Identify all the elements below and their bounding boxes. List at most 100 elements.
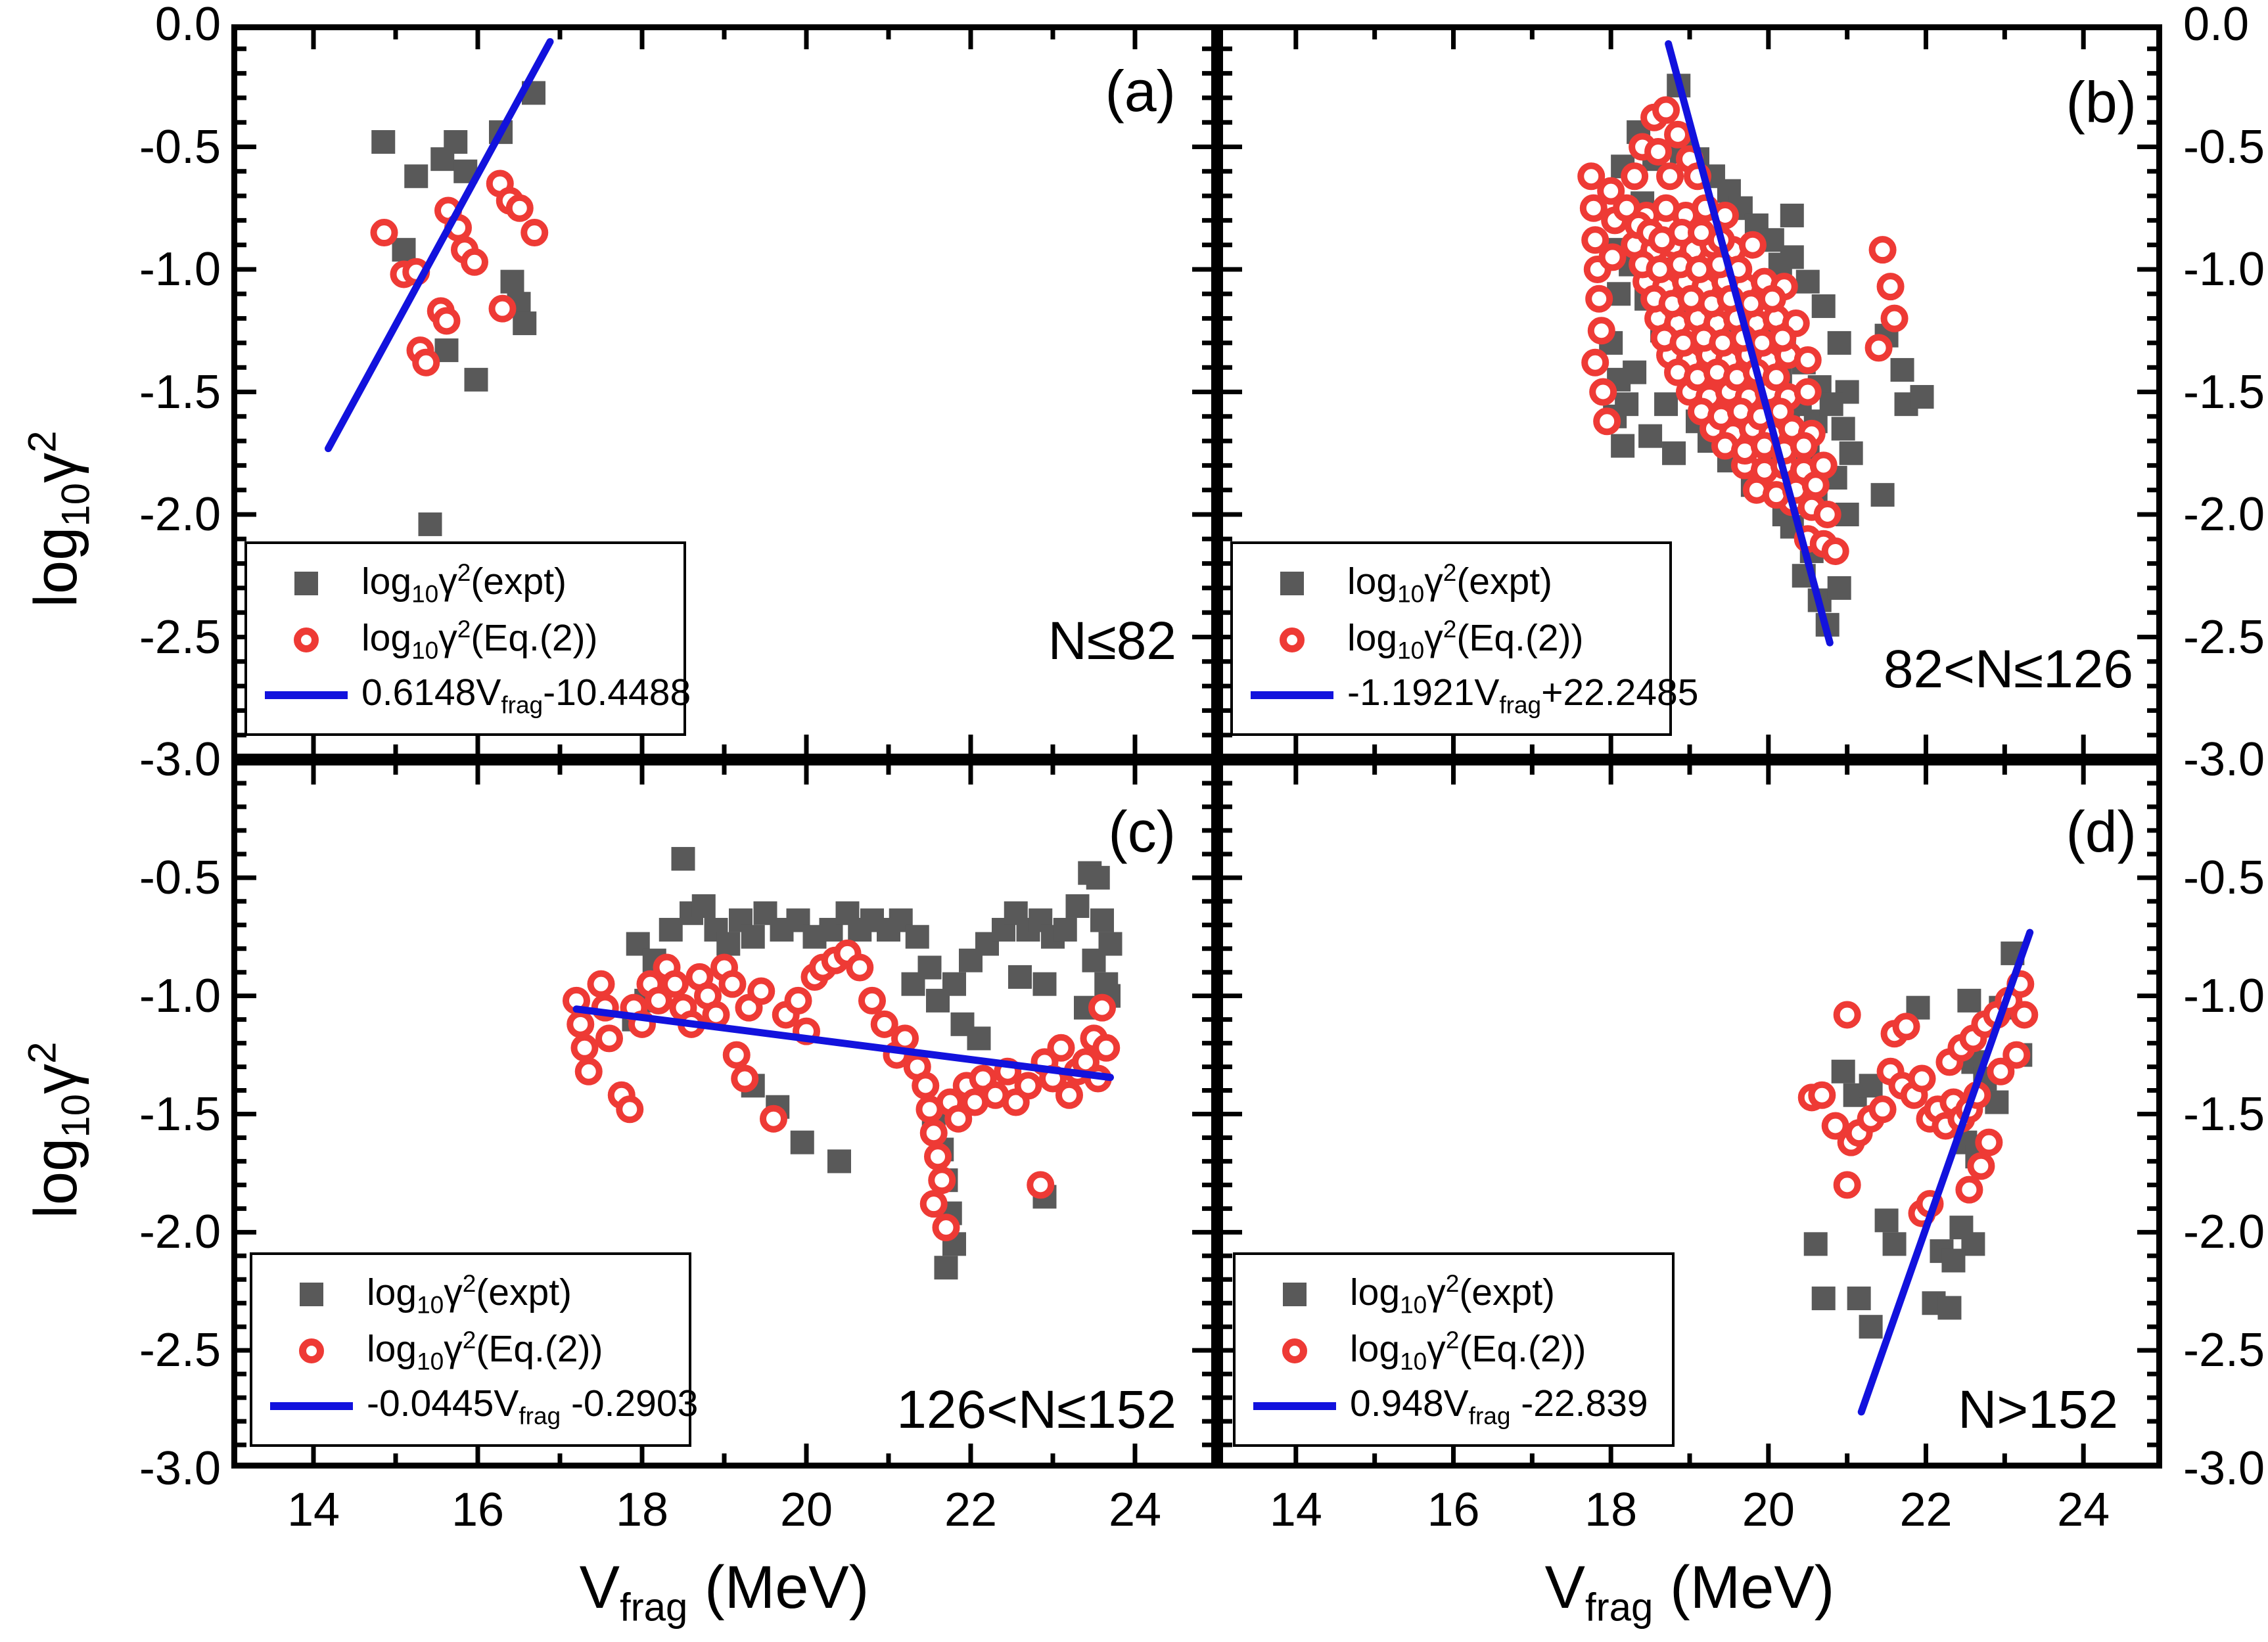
axis-ticks [234,27,1215,757]
y-axis-title-bottom: log10γ2 [20,1041,98,1219]
legend-label-expt: log10γ2(expt) [1347,559,1553,608]
legend-row-fit: -1.1921Vfrag+22.2485 [1233,673,1698,717]
eq2-circle-swatch [1282,1338,1307,1363]
legend-panel-c: log10γ2(expt) log10γ2(Eq.(2)) -0.0445Vfr… [250,1252,698,1447]
expt-square-swatch [1280,571,1304,595]
fit-line-swatch [1251,691,1333,700]
fit-line-swatch [1253,1402,1336,1411]
panel-letter-c: (c) [1108,799,1176,864]
legend-row-fit: 0.948Vfrag -22.839 [1236,1382,1672,1430]
y-tick-label-right: -0.5 [2183,120,2265,173]
x-axis-title-left: Vfrag (MeV) [579,1554,869,1630]
legend-row-expt: log10γ2(expt) [1233,560,1669,606]
expt-points [622,847,1122,1280]
fit-line [1665,40,1834,647]
legend-label-fit-equation: 0.6148Vfrag-10.4488 [361,671,691,719]
legend-row-expt: log10γ2(expt) [1236,1271,1672,1317]
legend-panel-d: log10γ2(expt) log10γ2(Eq.(2)) 0.948Vfrag… [1233,1252,1675,1447]
y-tick-label-right: -0.5 [2183,851,2265,904]
y-tick-label-left: -0.5 [139,120,221,173]
expt-points [371,81,545,536]
eq2-points [1797,970,2039,1227]
legend-label-eq2: log10γ2(Eq.(2)) [1347,616,1584,664]
y-axis-title-top: log10γ2 [20,430,98,608]
y-tick-label-left: 0.0 [154,0,221,51]
fit-line-swatch [270,1402,353,1411]
legend-row-expt: log10γ2(expt) [252,1271,689,1317]
legend-label-fit-equation: -0.0445Vfrag -0.2903 [367,1382,699,1430]
y-tick-label-right: -2.0 [2183,1206,2265,1259]
y-tick-label-right: -2.5 [2183,1324,2265,1377]
legend-label-fit-equation: 0.948Vfrag -22.839 [1350,1382,1648,1430]
y-tick-label-right: -1.0 [2183,243,2265,296]
y-tick-label-left: -3.0 [139,1442,221,1495]
y-tick-label-right: -3.0 [2183,733,2265,786]
legend-row-fit: -0.0445Vfrag -0.2903 [252,1384,698,1428]
y-tick-label-left: -2.5 [139,610,221,664]
x-tick-label: 20 [779,1484,833,1536]
legend-label-eq2: log10γ2(Eq.(2)) [1350,1327,1586,1375]
expt-square-swatch [294,571,318,595]
y-tick-label-right: -2.0 [2183,488,2265,541]
expt-square-swatch [1283,1282,1307,1306]
panel-a-plot [231,24,1217,760]
legend-row-eq2: log10γ2(Eq.(2)) [1233,616,1669,664]
x-tick-label: 18 [1585,1484,1638,1536]
y-tick-label-left: -1.5 [139,365,221,419]
panel-letter-b: (b) [2066,70,2137,135]
legend-row-expt: log10γ2(expt) [247,560,683,606]
y-tick-label-right: 0.0 [2183,0,2250,51]
y-tick-label-right: -1.5 [2183,365,2265,419]
legend-label-eq2: log10γ2(Eq.(2)) [361,616,598,664]
x-tick-label: 16 [1427,1484,1480,1536]
legend-row-eq2: log10γ2(Eq.(2)) [252,1328,689,1374]
y-tick-label-left: -0.5 [139,851,221,904]
panel-c-plot [231,760,1217,1469]
legend-label-expt: log10γ2(expt) [1350,1269,1556,1319]
eq2-circle-swatch [299,1338,324,1363]
x-tick-label: 18 [615,1484,669,1536]
fit-line [1857,928,2034,1416]
x-tick-label: 20 [1742,1484,1795,1536]
y-tick-label-right: -2.5 [2183,610,2265,664]
y-tick-label-left: -2.0 [139,488,221,541]
annotation-panel-d: N>152 [1958,1380,2118,1440]
y-tick-label-left: -1.0 [139,243,221,296]
panel-b-plot [1217,24,2162,760]
legend-row-eq2: log10γ2(Eq.(2)) [247,616,683,664]
axis-ticks [1220,27,2160,757]
y-tick-label-right: -3.0 [2183,1442,2265,1495]
legend-row-eq2: log10γ2(Eq.(2)) [1236,1327,1672,1375]
x-tick-label: 14 [1269,1484,1322,1536]
x-tick-label: 14 [287,1484,340,1536]
eq2-circle-swatch [1280,627,1305,652]
y-tick-label-left: -2.0 [139,1206,221,1259]
annotation-panel-b: 82<N≤126 [1883,639,2133,699]
x-axis-title-right: Vfrag (MeV) [1544,1554,1835,1630]
expt-square-swatch [300,1282,323,1306]
panel-d-plot [1217,760,2162,1469]
legend-label-expt: log10γ2(expt) [361,559,567,608]
panel-letter-a: (a) [1105,58,1176,124]
y-tick-label-left: -2.5 [139,1324,221,1377]
x-tick-label: 22 [944,1484,998,1536]
axis-ticks [1220,762,2160,1466]
y-tick-label-left: -3.0 [139,733,221,786]
x-tick-label: 22 [1899,1484,1953,1536]
axis-ticks [234,762,1215,1466]
fit-line [572,1005,1114,1082]
y-tick-label-left: -1.0 [139,969,221,1022]
annotation-panel-a: N≤82 [1048,611,1176,671]
eq2-circle-swatch [294,627,319,652]
annotation-panel-c: 126<N≤152 [896,1380,1176,1440]
legend-panel-a: log10γ2(expt) log10γ2(Eq.(2)) 0.6148Vfra… [244,541,691,736]
x-tick-label: 16 [451,1484,505,1536]
legend-panel-b: log10γ2(expt) log10γ2(Eq.(2)) -1.1921Vfr… [1230,541,1698,736]
x-tick-label: 24 [1108,1484,1162,1536]
y-tick-label-right: -1.0 [2183,969,2265,1022]
legend-label-expt: log10γ2(expt) [367,1269,572,1319]
y-tick-label-left: -1.5 [139,1087,221,1141]
legend-row-fit: 0.6148Vfrag-10.4488 [247,673,691,717]
y-tick-label-right: -1.5 [2183,1087,2265,1141]
